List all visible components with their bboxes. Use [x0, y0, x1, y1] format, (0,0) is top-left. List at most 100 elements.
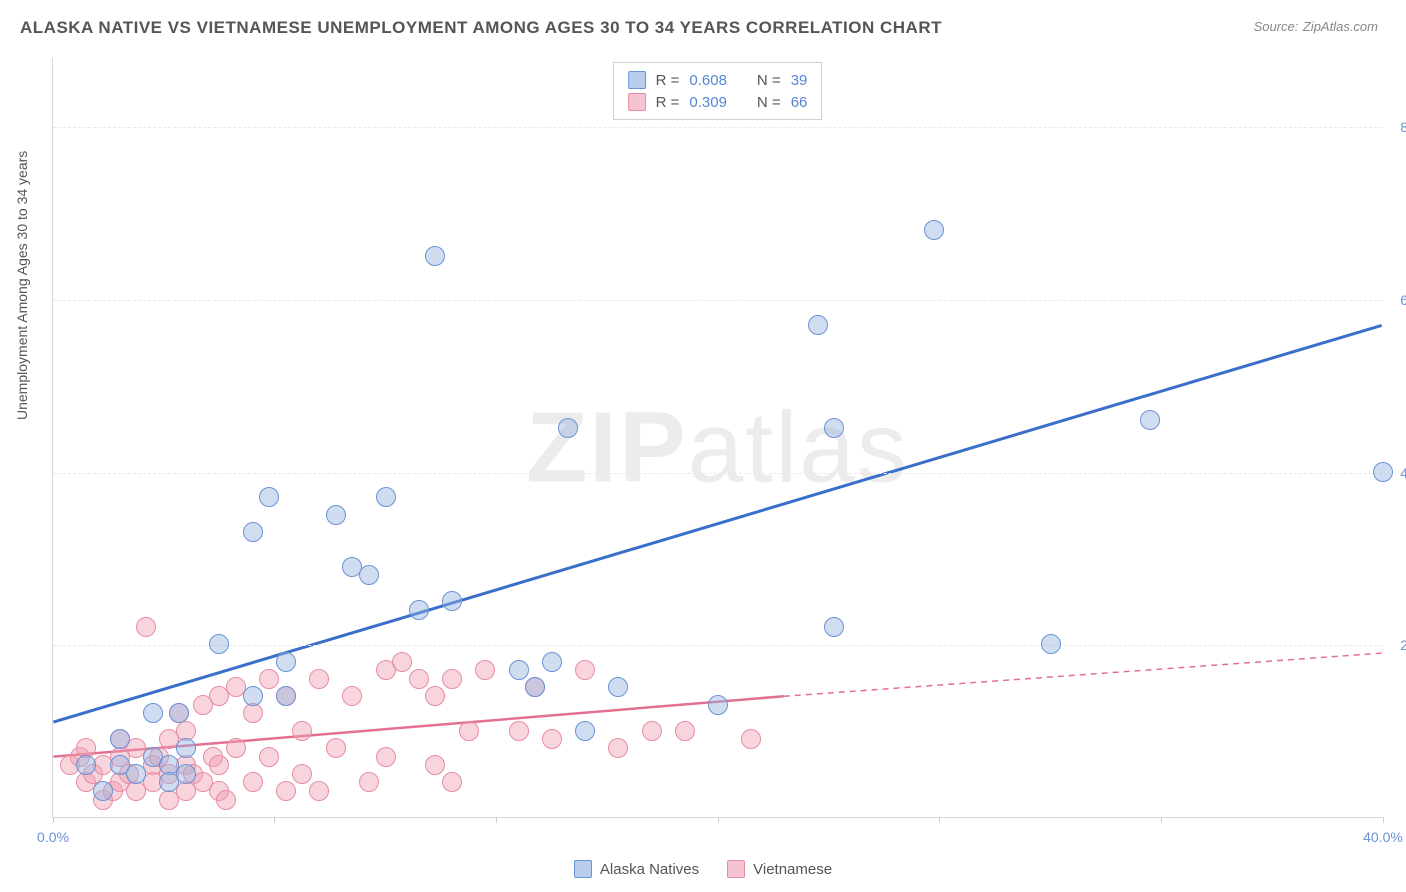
data-point-alaska	[376, 487, 396, 507]
data-point-vietnamese	[309, 669, 329, 689]
y-axis-title: Unemployment Among Ages 30 to 34 years	[14, 151, 30, 420]
data-point-vietnamese	[276, 781, 296, 801]
data-point-alaska	[259, 487, 279, 507]
x-tick	[274, 817, 275, 823]
y-tick-label: 80.0%	[1390, 119, 1406, 135]
data-point-alaska	[169, 703, 189, 723]
value-r-alaska: 0.608	[689, 72, 727, 89]
data-point-alaska	[1041, 634, 1061, 654]
x-tick	[496, 817, 497, 823]
data-point-vietnamese	[292, 721, 312, 741]
data-point-alaska	[824, 418, 844, 438]
data-point-vietnamese	[475, 660, 495, 680]
label-r: R =	[656, 94, 680, 111]
data-point-alaska	[209, 634, 229, 654]
data-point-alaska	[176, 738, 196, 758]
data-point-vietnamese	[459, 721, 479, 741]
data-point-vietnamese	[359, 772, 379, 792]
x-tick	[53, 817, 54, 823]
data-point-alaska	[558, 418, 578, 438]
source-value: ZipAtlas.com	[1303, 19, 1378, 34]
label-r: R =	[656, 72, 680, 89]
data-point-alaska	[924, 220, 944, 240]
source-attribution: Source: ZipAtlas.com	[1254, 18, 1378, 36]
watermark: ZIPatlas	[526, 391, 909, 506]
data-point-vietnamese	[309, 781, 329, 801]
label-n: N =	[757, 94, 781, 111]
data-point-vietnamese	[425, 686, 445, 706]
data-point-vietnamese	[136, 617, 156, 637]
data-point-vietnamese	[409, 669, 429, 689]
data-point-alaska	[409, 600, 429, 620]
data-point-alaska	[93, 781, 113, 801]
x-tick	[1161, 817, 1162, 823]
stats-row-vietnamese: R = 0.309 N = 66	[628, 91, 808, 113]
data-point-alaska	[708, 695, 728, 715]
data-point-alaska	[76, 755, 96, 775]
data-point-vietnamese	[326, 738, 346, 758]
data-point-vietnamese	[376, 747, 396, 767]
legend-label-alaska: Alaska Natives	[600, 861, 699, 878]
y-tick-label: 60.0%	[1390, 292, 1406, 308]
legend-swatch-alaska	[574, 860, 592, 878]
data-point-vietnamese	[575, 660, 595, 680]
legend-label-vietnamese: Vietnamese	[753, 861, 832, 878]
data-point-vietnamese	[243, 772, 263, 792]
x-tick-label: 0.0%	[37, 829, 69, 845]
data-point-alaska	[276, 652, 296, 672]
data-point-alaska	[126, 764, 146, 784]
source-label: Source:	[1254, 19, 1299, 34]
data-point-vietnamese	[392, 652, 412, 672]
data-point-alaska	[442, 591, 462, 611]
gridline	[53, 473, 1382, 474]
data-point-alaska	[808, 315, 828, 335]
data-point-alaska	[143, 703, 163, 723]
data-point-vietnamese	[216, 790, 236, 810]
legend-item-alaska: Alaska Natives	[574, 860, 699, 878]
data-point-vietnamese	[259, 669, 279, 689]
data-point-vietnamese	[642, 721, 662, 741]
data-point-vietnamese	[608, 738, 628, 758]
data-point-alaska	[542, 652, 562, 672]
data-point-alaska	[575, 721, 595, 741]
data-point-alaska	[243, 522, 263, 542]
data-point-vietnamese	[741, 729, 761, 749]
data-point-alaska	[243, 686, 263, 706]
data-point-alaska	[525, 677, 545, 697]
bottom-legend: Alaska Natives Vietnamese	[0, 860, 1406, 878]
data-point-alaska	[326, 505, 346, 525]
label-n: N =	[757, 72, 781, 89]
scatter-chart: ZIPatlas R = 0.608 N = 39 R = 0.309 N = …	[52, 58, 1382, 818]
data-point-alaska	[1373, 462, 1393, 482]
data-point-vietnamese	[442, 772, 462, 792]
data-point-alaska	[110, 729, 130, 749]
gridline	[53, 300, 1382, 301]
legend-item-vietnamese: Vietnamese	[727, 860, 832, 878]
data-point-vietnamese	[259, 747, 279, 767]
chart-title: ALASKA NATIVE VS VIETNAMESE UNEMPLOYMENT…	[20, 18, 942, 38]
data-point-alaska	[824, 617, 844, 637]
data-point-vietnamese	[226, 738, 246, 758]
correlation-stats-box: R = 0.608 N = 39 R = 0.309 N = 66	[613, 62, 823, 120]
data-point-vietnamese	[509, 721, 529, 741]
gridline	[53, 127, 1382, 128]
x-tick	[718, 817, 719, 823]
data-point-vietnamese	[243, 703, 263, 723]
data-point-alaska	[509, 660, 529, 680]
stats-row-alaska: R = 0.608 N = 39	[628, 69, 808, 91]
data-point-alaska	[359, 565, 379, 585]
data-point-vietnamese	[425, 755, 445, 775]
data-point-alaska	[425, 246, 445, 266]
gridline	[53, 645, 1382, 646]
x-tick	[939, 817, 940, 823]
data-point-vietnamese	[209, 755, 229, 775]
data-point-vietnamese	[675, 721, 695, 741]
data-point-alaska	[608, 677, 628, 697]
data-point-alaska	[276, 686, 296, 706]
value-n-alaska: 39	[791, 72, 808, 89]
legend-swatch-vietnamese	[727, 860, 745, 878]
data-point-vietnamese	[542, 729, 562, 749]
value-n-vietnamese: 66	[791, 94, 808, 111]
data-point-vietnamese	[292, 764, 312, 784]
trend-line	[784, 653, 1382, 696]
